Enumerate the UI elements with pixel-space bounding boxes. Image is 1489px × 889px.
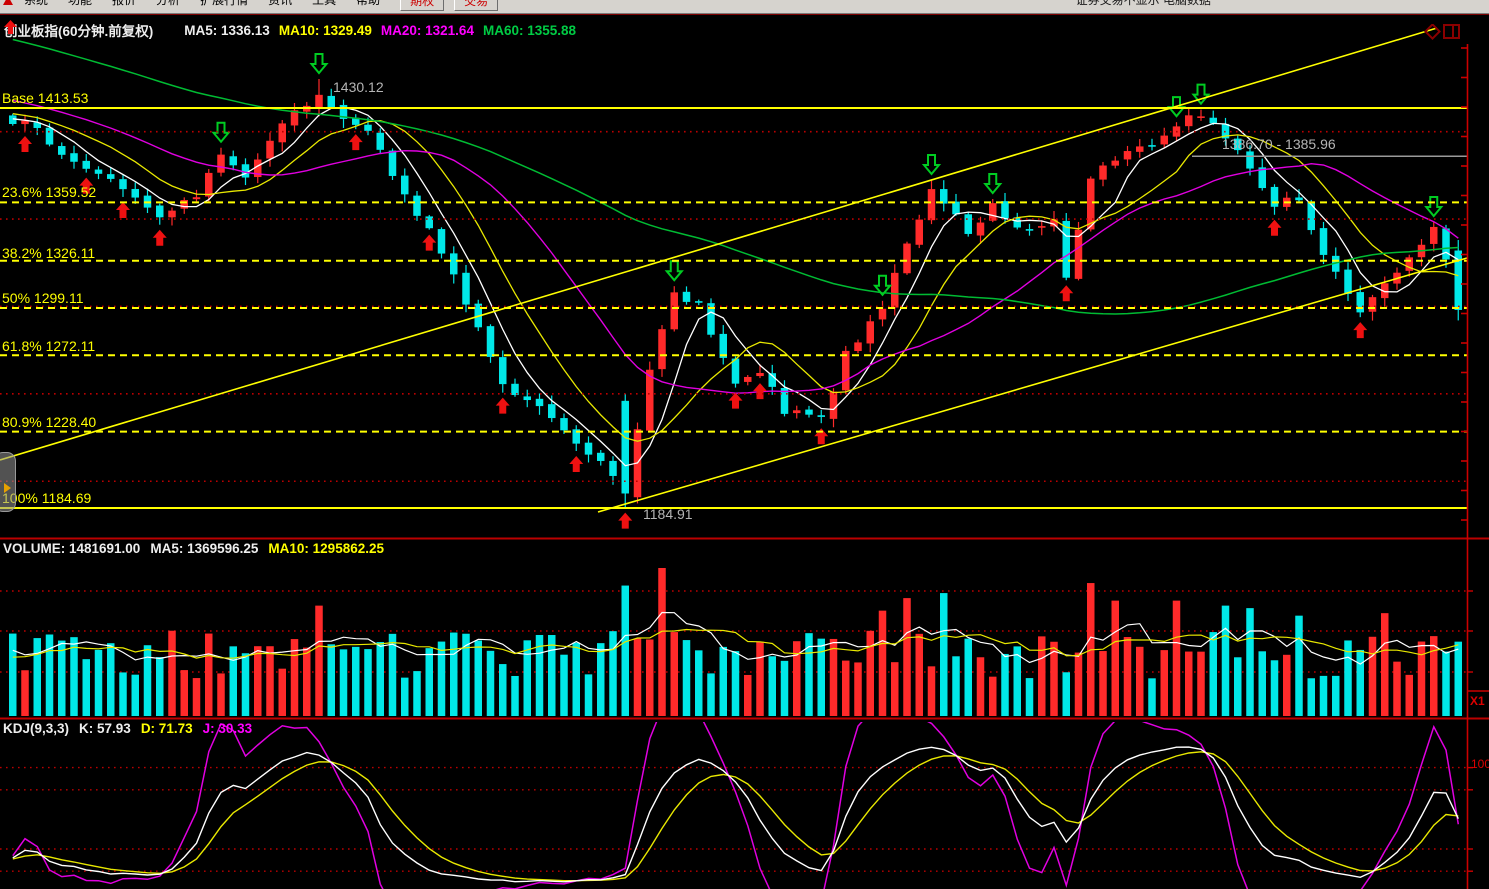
buy-arrow-icon — [1267, 219, 1282, 236]
menu-button-options[interactable]: 期权 — [400, 0, 445, 11]
chart-title: 创业板指(60分钟.前复权) — [4, 24, 154, 39]
main-pane — [9, 38, 1462, 529]
ma20-value: MA20: 1321.64 — [380, 22, 474, 38]
menu-item-function[interactable]: 功能 — [68, 0, 93, 7]
buy-arrow-icon — [152, 229, 167, 246]
buy-arrow-icon — [348, 134, 363, 151]
sell-arrow-icon — [211, 121, 231, 144]
sell-arrow-icon — [921, 153, 942, 176]
sell-arrow-icon — [309, 53, 329, 75]
buy-arrow-icon — [1353, 322, 1368, 339]
menu-button-trade[interactable]: 交易 — [454, 0, 499, 11]
buy-arrow-icon — [569, 456, 584, 473]
ma60-value: MA60: 1355.88 — [482, 22, 577, 38]
diamond-icon[interactable] — [1423, 24, 1441, 40]
pane-frame — [0, 14, 1489, 889]
buy-arrow-icon — [79, 177, 94, 194]
chart-header: 创业板指(60分钟.前复权) MA5: 1336.13 MA10: 1329.4… — [4, 20, 576, 40]
split-window-icon[interactable] — [1443, 24, 1461, 40]
candles — [9, 79, 1462, 508]
overlay-lines — [0, 27, 1468, 513]
up-arrow-icon — [4, 20, 175, 37]
buy-arrow-icon — [814, 428, 829, 445]
left-panel-handle[interactable] — [0, 452, 16, 512]
menu-item-extended-quotes[interactable]: 扩展行情 — [200, 0, 249, 7]
buy-arrow-icon — [728, 392, 743, 409]
sell-arrow-icon — [664, 260, 684, 282]
buy-arrow-icon — [618, 512, 633, 529]
sell-arrow-icon — [983, 173, 1003, 195]
ma5-value: MA5: 1336.13 — [184, 22, 270, 38]
menubar-right-text: 证券交易不显示 电脑数据 — [1075, 0, 1211, 7]
buy-arrow-icon — [753, 383, 767, 400]
menu-item-tools[interactable]: 工具 — [312, 0, 337, 7]
menu-bar: 系统 功能 报价 分析 扩展行情 资讯 工具 帮助 期权 交易 证券交易不显示 … — [0, 0, 1489, 14]
ma10-value: MA10: 1329.49 — [278, 22, 372, 38]
buy-arrow-icon — [1059, 285, 1074, 302]
buy-arrow-icon — [18, 136, 32, 153]
menu-item-news[interactable]: 资讯 — [268, 0, 293, 7]
ma10-line — [12, 113, 1459, 442]
buy-arrow-icon — [495, 397, 510, 414]
sell-arrow-icon — [1191, 83, 1211, 106]
buy-arrow-icon — [116, 201, 130, 218]
kdj-pane — [0, 722, 1467, 889]
sell-arrow-icon — [872, 274, 893, 297]
volume-pane — [0, 568, 1467, 716]
ma5-line — [12, 106, 1459, 467]
buy-arrow-icon — [422, 234, 437, 251]
signal-markers — [18, 53, 1444, 529]
menu-item-help[interactable]: 帮助 — [356, 0, 381, 7]
menu-item-system[interactable]: 系统 — [24, 0, 49, 7]
menu-item-analysis[interactable]: 分析 — [156, 0, 181, 7]
menu-item-quotes[interactable]: 报价 — [112, 0, 137, 7]
ma60-line — [12, 38, 1459, 315]
app-logo-icon[interactable] — [0, 0, 14, 9]
sell-arrow-icon — [1424, 196, 1444, 218]
